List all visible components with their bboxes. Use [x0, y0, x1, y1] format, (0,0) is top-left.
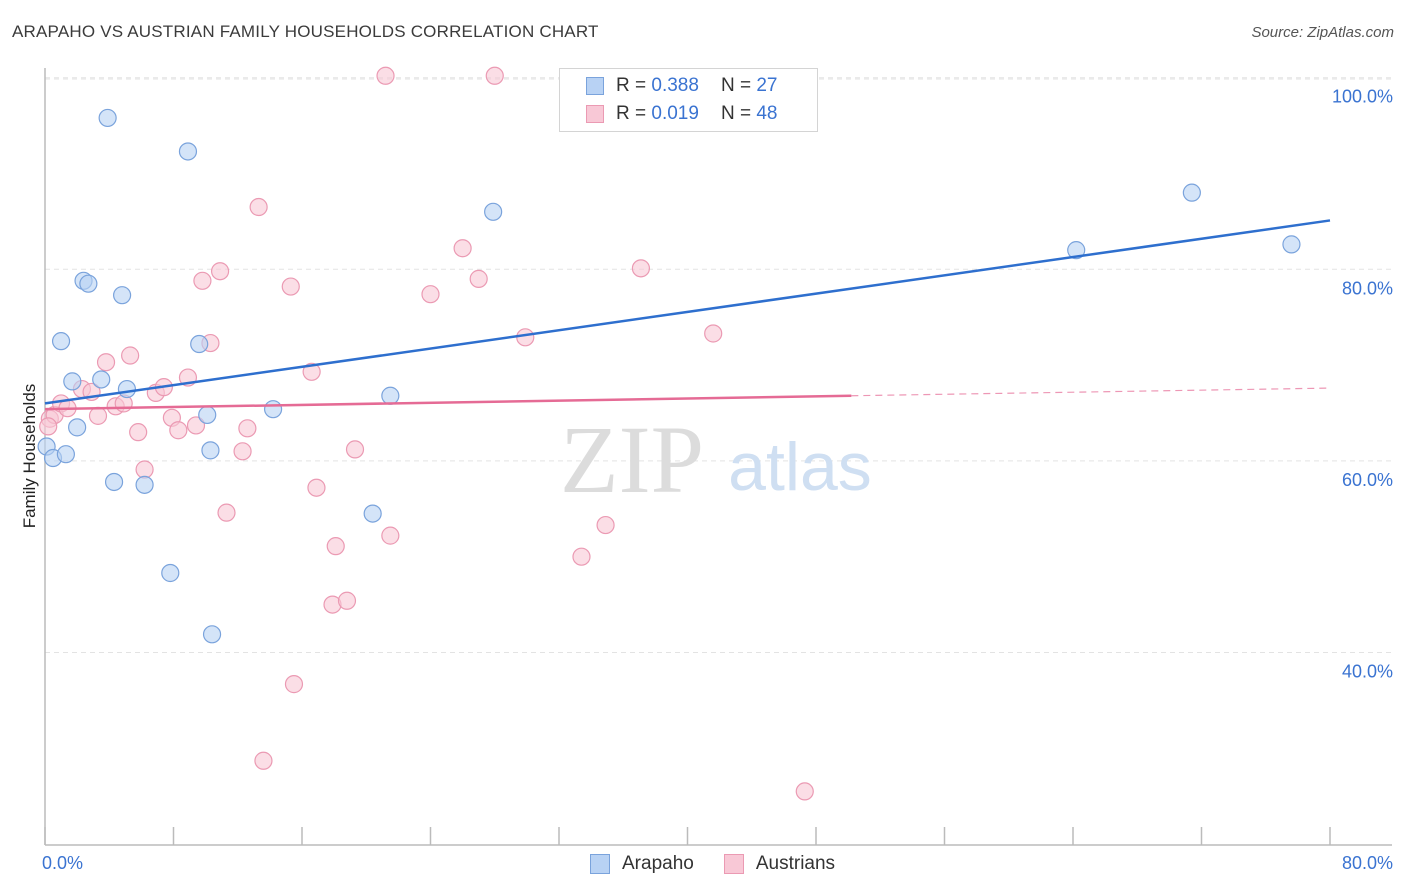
arapaho-point[interactable]: [98, 108, 117, 128]
legend-austrians-swatch: [723, 854, 744, 874]
austrians-trendline-extrapolated: [851, 387, 1331, 397]
arapaho-point[interactable]: [201, 441, 220, 460]
legend-arapaho-swatch: [590, 854, 610, 874]
y-tick-label: 80.0%: [1342, 278, 1393, 298]
austrians-point[interactable]: [381, 526, 400, 545]
arapaho-point[interactable]: [190, 334, 209, 354]
austrians-point[interactable]: [88, 406, 108, 425]
austrians-point[interactable]: [337, 591, 357, 610]
austrians-point[interactable]: [326, 537, 345, 556]
austrians-point[interactable]: [281, 277, 300, 296]
austrians-point[interactable]: [516, 328, 535, 347]
correlation-legend: R = 0.388 N = 27 R = 0.019 N = 48: [559, 68, 818, 132]
austrians-point[interactable]: [238, 419, 257, 438]
austrians-point[interactable]: [572, 547, 591, 566]
austrians-point[interactable]: [704, 324, 723, 343]
austrians-point[interactable]: [376, 66, 395, 85]
arapaho-point[interactable]: [51, 332, 71, 351]
arapaho-point[interactable]: [79, 274, 98, 293]
austrians-point[interactable]: [186, 416, 206, 435]
austrians-point[interactable]: [795, 782, 814, 801]
arapaho-point[interactable]: [135, 475, 154, 494]
x-tick-label: 80.0%: [1342, 853, 1393, 873]
arapaho-point[interactable]: [1282, 235, 1301, 254]
legend-arapaho-label: Arapaho: [622, 853, 694, 874]
arapaho-point[interactable]: [161, 563, 180, 583]
arapaho-points: [37, 108, 1301, 644]
arapaho-point[interactable]: [68, 418, 87, 437]
y-tick-label: 60.0%: [1342, 470, 1393, 490]
legend-row-austrians: R = 0.019 N = 48: [586, 101, 777, 127]
arapaho-n-value: 27: [756, 75, 778, 96]
legend-item-arapaho[interactable]: Arapaho: [590, 853, 694, 875]
austrians-point[interactable]: [249, 197, 268, 217]
austrians-point[interactable]: [210, 262, 230, 281]
arapaho-swatch: [586, 77, 604, 95]
arapaho-trendline: [44, 219, 1331, 405]
austrians-point[interactable]: [421, 285, 440, 304]
austrians-r-label: R =: [616, 103, 647, 124]
trendlines: [44, 219, 1331, 411]
arapaho-r-label: R =: [616, 75, 647, 96]
austrians-point[interactable]: [302, 362, 321, 381]
arapaho-point[interactable]: [198, 405, 217, 425]
arapaho-point[interactable]: [381, 386, 400, 405]
austrians-point[interactable]: [217, 503, 236, 522]
austrians-n-value: 48: [756, 103, 778, 124]
y-tick-label: 100.0%: [1332, 87, 1393, 107]
series-legend: Arapaho Austrians: [590, 851, 865, 877]
austrians-point[interactable]: [485, 66, 504, 85]
watermark: ZIP atlas: [560, 406, 872, 513]
austrians-point[interactable]: [233, 442, 252, 461]
austrians-point[interactable]: [345, 440, 365, 459]
arapaho-point[interactable]: [104, 472, 124, 492]
chart-title: ARAPAHO VS AUSTRIAN FAMILY HOUSEHOLDS CO…: [12, 22, 599, 41]
austrians-point[interactable]: [169, 421, 188, 440]
austrians-point[interactable]: [469, 269, 488, 288]
austrians-point[interactable]: [631, 259, 651, 278]
austrians-point[interactable]: [129, 423, 148, 442]
austrians-point[interactable]: [135, 460, 154, 479]
austrians-swatch: [586, 105, 604, 123]
arapaho-point[interactable]: [117, 379, 137, 399]
austrians-point[interactable]: [39, 417, 58, 436]
austrians-point[interactable]: [307, 478, 326, 497]
arapaho-point[interactable]: [112, 286, 132, 305]
arapaho-point[interactable]: [202, 625, 222, 644]
austrians-point[interactable]: [193, 271, 212, 290]
arapaho-point[interactable]: [63, 372, 82, 391]
austrians-point[interactable]: [121, 346, 140, 365]
watermark-zip: ZIP: [560, 406, 704, 513]
arapaho-r-value: 0.388: [651, 75, 699, 96]
austrians-trendline: [44, 394, 852, 411]
austrians-point[interactable]: [596, 515, 615, 535]
arapaho-point[interactable]: [1067, 241, 1086, 260]
legend-item-austrians[interactable]: Austrians: [723, 853, 836, 875]
arapaho-point[interactable]: [1182, 183, 1201, 202]
gridlines: [45, 77, 1392, 653]
source-label: Source: ZipAtlas.com: [1251, 24, 1394, 41]
arapaho-point[interactable]: [484, 202, 503, 221]
austrians-point[interactable]: [96, 353, 116, 372]
austrians-point[interactable]: [254, 751, 273, 770]
arapaho-point[interactable]: [263, 400, 283, 419]
legend-row-arapaho: R = 0.388 N = 27: [586, 73, 777, 99]
arapaho-point[interactable]: [92, 370, 111, 389]
austrians-point[interactable]: [284, 675, 304, 694]
arapaho-point[interactable]: [363, 504, 382, 523]
arapaho-n-label: N =: [720, 75, 752, 96]
arapaho-point[interactable]: [178, 142, 198, 161]
y-axis-label: Family Households: [20, 384, 39, 529]
austrians-n-label: N =: [720, 103, 752, 124]
watermark-atlas: atlas: [728, 429, 872, 505]
y-tick-label: 40.0%: [1342, 662, 1393, 682]
tick-labels: 40.0% 60.0% 80.0% 100.0% 0.0% 80.0%: [42, 87, 1393, 873]
austrians-r-value: 0.019: [651, 103, 699, 124]
arapaho-point[interactable]: [56, 445, 75, 464]
legend-austrians-label: Austrians: [755, 853, 836, 874]
x-tick-label: 0.0%: [42, 853, 83, 873]
austrians-points: [39, 66, 814, 801]
austrians-point[interactable]: [453, 239, 472, 258]
